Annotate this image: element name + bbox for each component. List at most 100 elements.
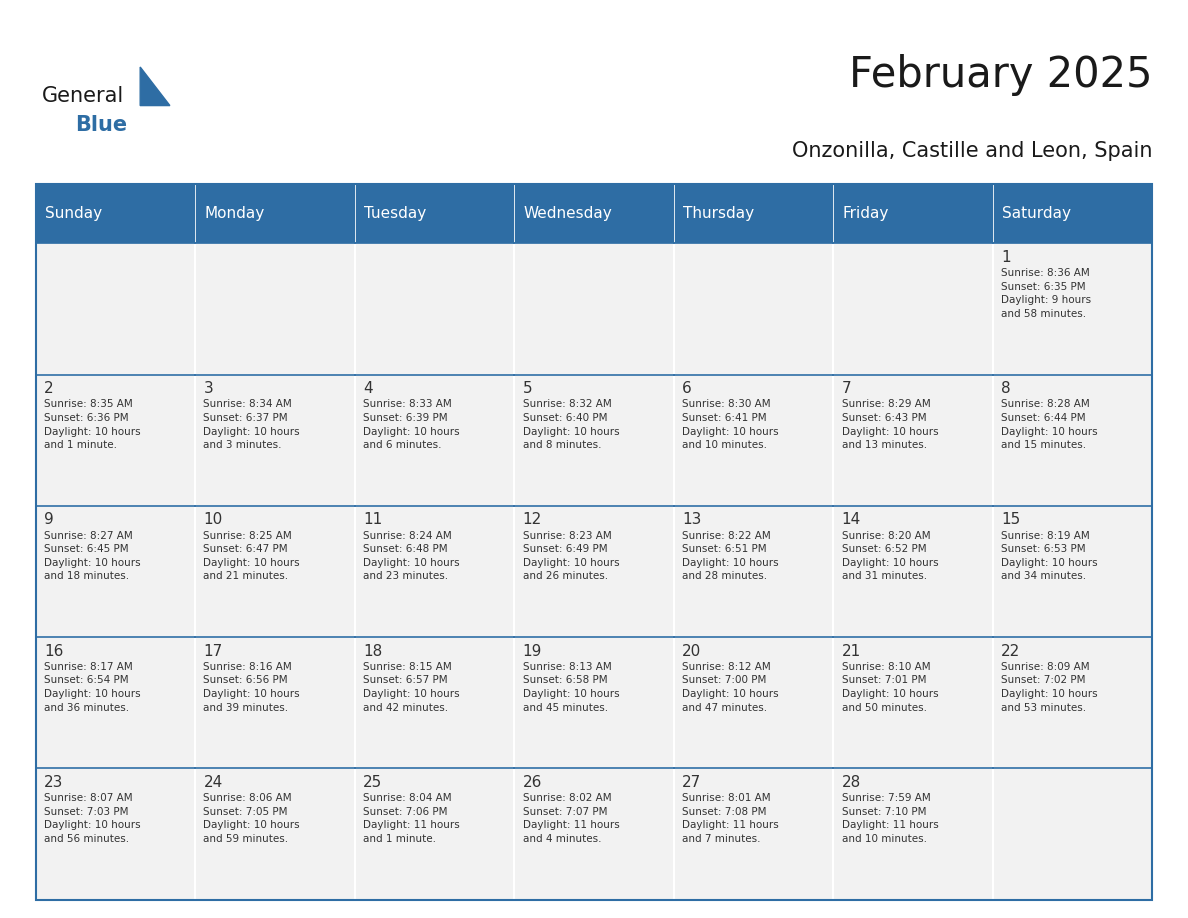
Bar (195, 375, 355, 506)
Text: Sunrise: 8:20 AM
Sunset: 6:52 PM
Daylight: 10 hours
and 31 minutes.: Sunrise: 8:20 AM Sunset: 6:52 PM Dayligh… (841, 531, 939, 581)
Text: Sunrise: 7:59 AM
Sunset: 7:10 PM
Daylight: 11 hours
and 10 minutes.: Sunrise: 7:59 AM Sunset: 7:10 PM Dayligh… (841, 793, 939, 844)
Text: 8: 8 (1001, 381, 1011, 396)
Text: Sunrise: 8:01 AM
Sunset: 7:08 PM
Daylight: 11 hours
and 7 minutes.: Sunrise: 8:01 AM Sunset: 7:08 PM Dayligh… (682, 793, 779, 844)
Text: Sunrise: 8:24 AM
Sunset: 6:48 PM
Daylight: 10 hours
and 23 minutes.: Sunrise: 8:24 AM Sunset: 6:48 PM Dayligh… (364, 531, 460, 581)
Text: 20: 20 (682, 644, 701, 658)
Text: Sunrise: 8:13 AM
Sunset: 6:58 PM
Daylight: 10 hours
and 45 minutes.: Sunrise: 8:13 AM Sunset: 6:58 PM Dayligh… (523, 662, 619, 712)
Text: Monday: Monday (204, 206, 265, 221)
Text: Sunrise: 8:30 AM
Sunset: 6:41 PM
Daylight: 10 hours
and 10 minutes.: Sunrise: 8:30 AM Sunset: 6:41 PM Dayligh… (682, 399, 778, 450)
Bar (674, 243, 833, 375)
Text: Sunrise: 8:34 AM
Sunset: 6:37 PM
Daylight: 10 hours
and 3 minutes.: Sunrise: 8:34 AM Sunset: 6:37 PM Dayligh… (203, 399, 301, 450)
Bar (195, 184, 355, 243)
Text: 23: 23 (44, 775, 63, 789)
Text: 11: 11 (364, 512, 383, 527)
Text: Friday: Friday (842, 206, 889, 221)
Bar (36, 184, 1152, 900)
Polygon shape (140, 67, 170, 106)
Bar (514, 506, 674, 637)
Bar (514, 768, 674, 900)
Text: Sunrise: 8:35 AM
Sunset: 6:36 PM
Daylight: 10 hours
and 1 minute.: Sunrise: 8:35 AM Sunset: 6:36 PM Dayligh… (44, 399, 140, 450)
Text: Blue: Blue (75, 115, 127, 135)
Text: Sunrise: 8:22 AM
Sunset: 6:51 PM
Daylight: 10 hours
and 28 minutes.: Sunrise: 8:22 AM Sunset: 6:51 PM Dayligh… (682, 531, 778, 581)
Text: Sunrise: 8:28 AM
Sunset: 6:44 PM
Daylight: 10 hours
and 15 minutes.: Sunrise: 8:28 AM Sunset: 6:44 PM Dayligh… (1001, 399, 1098, 450)
Bar (993, 506, 1152, 637)
Text: Sunrise: 8:06 AM
Sunset: 7:05 PM
Daylight: 10 hours
and 59 minutes.: Sunrise: 8:06 AM Sunset: 7:05 PM Dayligh… (203, 793, 301, 844)
Text: 15: 15 (1001, 512, 1020, 527)
Bar (833, 375, 993, 506)
Bar (355, 637, 514, 768)
Text: Sunrise: 8:02 AM
Sunset: 7:07 PM
Daylight: 11 hours
and 4 minutes.: Sunrise: 8:02 AM Sunset: 7:07 PM Dayligh… (523, 793, 619, 844)
Bar (674, 375, 833, 506)
Text: Sunrise: 8:23 AM
Sunset: 6:49 PM
Daylight: 10 hours
and 26 minutes.: Sunrise: 8:23 AM Sunset: 6:49 PM Dayligh… (523, 531, 619, 581)
Bar (355, 375, 514, 506)
Text: 27: 27 (682, 775, 701, 789)
Text: Thursday: Thursday (683, 206, 754, 221)
Text: General: General (42, 85, 124, 106)
Text: 25: 25 (364, 775, 383, 789)
Bar (355, 768, 514, 900)
Text: 18: 18 (364, 644, 383, 658)
Text: February 2025: February 2025 (849, 54, 1152, 96)
Text: Sunrise: 8:33 AM
Sunset: 6:39 PM
Daylight: 10 hours
and 6 minutes.: Sunrise: 8:33 AM Sunset: 6:39 PM Dayligh… (364, 399, 460, 450)
Bar (355, 184, 514, 243)
Bar (195, 637, 355, 768)
Text: Sunrise: 8:10 AM
Sunset: 7:01 PM
Daylight: 10 hours
and 50 minutes.: Sunrise: 8:10 AM Sunset: 7:01 PM Dayligh… (841, 662, 939, 712)
Text: 12: 12 (523, 512, 542, 527)
Text: 19: 19 (523, 644, 542, 658)
Text: 9: 9 (44, 512, 53, 527)
Text: 10: 10 (203, 512, 222, 527)
Text: Sunrise: 8:12 AM
Sunset: 7:00 PM
Daylight: 10 hours
and 47 minutes.: Sunrise: 8:12 AM Sunset: 7:00 PM Dayligh… (682, 662, 778, 712)
Text: Sunrise: 8:36 AM
Sunset: 6:35 PM
Daylight: 9 hours
and 58 minutes.: Sunrise: 8:36 AM Sunset: 6:35 PM Dayligh… (1001, 268, 1092, 319)
Bar (195, 243, 355, 375)
Text: Sunrise: 8:17 AM
Sunset: 6:54 PM
Daylight: 10 hours
and 36 minutes.: Sunrise: 8:17 AM Sunset: 6:54 PM Dayligh… (44, 662, 140, 712)
Bar (833, 243, 993, 375)
Text: 17: 17 (203, 644, 222, 658)
Text: 21: 21 (841, 644, 861, 658)
Text: 2: 2 (44, 381, 53, 396)
Bar (514, 375, 674, 506)
Bar (833, 506, 993, 637)
Bar (36, 375, 195, 506)
Text: 13: 13 (682, 512, 701, 527)
Text: Wednesday: Wednesday (524, 206, 613, 221)
Bar (674, 506, 833, 637)
Text: Sunrise: 8:32 AM
Sunset: 6:40 PM
Daylight: 10 hours
and 8 minutes.: Sunrise: 8:32 AM Sunset: 6:40 PM Dayligh… (523, 399, 619, 450)
Text: 5: 5 (523, 381, 532, 396)
Bar (195, 506, 355, 637)
Text: 22: 22 (1001, 644, 1020, 658)
Text: 26: 26 (523, 775, 542, 789)
Bar (195, 768, 355, 900)
Bar (993, 768, 1152, 900)
Bar (833, 637, 993, 768)
Bar (674, 184, 833, 243)
Text: Sunrise: 8:09 AM
Sunset: 7:02 PM
Daylight: 10 hours
and 53 minutes.: Sunrise: 8:09 AM Sunset: 7:02 PM Dayligh… (1001, 662, 1098, 712)
Text: Sunday: Sunday (45, 206, 102, 221)
Bar (674, 637, 833, 768)
Text: Sunrise: 8:27 AM
Sunset: 6:45 PM
Daylight: 10 hours
and 18 minutes.: Sunrise: 8:27 AM Sunset: 6:45 PM Dayligh… (44, 531, 140, 581)
Text: Sunrise: 8:07 AM
Sunset: 7:03 PM
Daylight: 10 hours
and 56 minutes.: Sunrise: 8:07 AM Sunset: 7:03 PM Dayligh… (44, 793, 140, 844)
Bar (36, 506, 195, 637)
Bar (514, 243, 674, 375)
Text: 16: 16 (44, 644, 63, 658)
Bar (355, 243, 514, 375)
Text: 4: 4 (364, 381, 373, 396)
Text: 3: 3 (203, 381, 213, 396)
Bar (36, 184, 195, 243)
Text: Tuesday: Tuesday (365, 206, 426, 221)
Bar (993, 375, 1152, 506)
Text: Sunrise: 8:16 AM
Sunset: 6:56 PM
Daylight: 10 hours
and 39 minutes.: Sunrise: 8:16 AM Sunset: 6:56 PM Dayligh… (203, 662, 301, 712)
Bar (674, 768, 833, 900)
Text: Saturday: Saturday (1003, 206, 1072, 221)
Text: Sunrise: 8:04 AM
Sunset: 7:06 PM
Daylight: 11 hours
and 1 minute.: Sunrise: 8:04 AM Sunset: 7:06 PM Dayligh… (364, 793, 460, 844)
Bar (514, 637, 674, 768)
Text: 7: 7 (841, 381, 852, 396)
Text: 24: 24 (203, 775, 222, 789)
Bar (993, 243, 1152, 375)
Text: 6: 6 (682, 381, 691, 396)
Bar (355, 506, 514, 637)
Text: 14: 14 (841, 512, 861, 527)
Text: Sunrise: 8:25 AM
Sunset: 6:47 PM
Daylight: 10 hours
and 21 minutes.: Sunrise: 8:25 AM Sunset: 6:47 PM Dayligh… (203, 531, 301, 581)
Text: Onzonilla, Castille and Leon, Spain: Onzonilla, Castille and Leon, Spain (792, 140, 1152, 161)
Text: 28: 28 (841, 775, 861, 789)
Bar (993, 637, 1152, 768)
